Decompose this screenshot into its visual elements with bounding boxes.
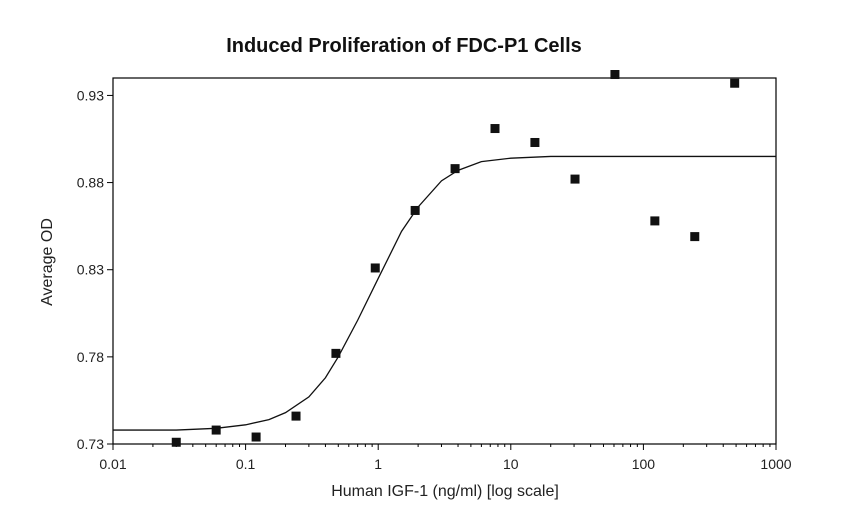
y-tick-label: 0.88 [77,175,104,191]
data-point [450,164,460,174]
data-point [291,411,301,421]
y-axis-label: Average OD [39,218,56,306]
data-point [251,432,261,442]
x-tick-label: 1 [374,456,382,472]
data-point [171,437,181,447]
fitted-curve [113,155,776,431]
x-tick-label: 0.1 [236,456,256,472]
data-point [530,137,540,147]
y-tick-label: 0.73 [77,436,104,452]
x-tick-label: 1000 [760,456,791,472]
data-point [650,216,660,226]
chart-title: Induced Proliferation of FDC-P1 Cells [226,35,582,57]
data-point [331,348,341,358]
data-point [570,174,580,184]
data-point [370,263,380,273]
y-tick-label: 0.83 [77,262,104,278]
x-axis: 0.01 0.1 1 10 100 1000 [99,444,792,472]
data-point [730,78,740,88]
y-tick-label: 0.93 [77,87,104,103]
y-tick-label: 0.78 [77,349,104,365]
data-point [211,425,221,435]
plot-frame [112,77,777,445]
data-point [610,70,620,80]
data-point [490,124,500,134]
x-axis-label: Human IGF-1 (ng/ml) [log scale] [331,483,559,500]
data-point [410,205,420,215]
data-points [171,70,740,447]
x-tick-label: 0.01 [99,456,126,472]
x-tick-label: 100 [632,456,656,472]
data-point [690,232,700,242]
x-tick-label: 10 [503,456,519,472]
y-axis: 0.73 0.78 0.83 0.88 0.93 [77,87,113,452]
